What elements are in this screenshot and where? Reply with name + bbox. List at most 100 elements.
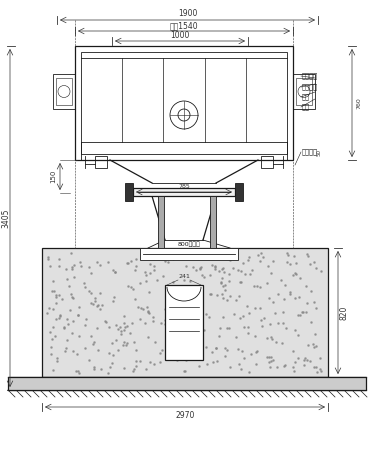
Point	[214, 357, 220, 364]
Point	[247, 270, 253, 277]
Point	[231, 311, 237, 318]
Point	[124, 340, 130, 347]
Point	[226, 324, 232, 331]
Point	[145, 334, 151, 341]
Point	[143, 271, 149, 278]
Point	[93, 325, 99, 332]
Point	[222, 286, 228, 293]
Point	[224, 324, 230, 331]
Point	[111, 293, 117, 300]
Point	[272, 310, 278, 317]
Point	[146, 288, 152, 295]
Point	[92, 294, 98, 301]
Point	[268, 357, 274, 364]
Point	[45, 304, 51, 311]
Bar	[8, 377, 366, 390]
Point	[170, 255, 176, 262]
Point	[238, 366, 244, 373]
Point	[183, 330, 189, 337]
Point	[112, 268, 118, 276]
Point	[296, 293, 302, 300]
Point	[278, 276, 284, 283]
Point	[54, 354, 60, 362]
Point	[154, 276, 160, 284]
Point	[257, 258, 263, 265]
Point	[299, 308, 305, 315]
Point	[209, 262, 215, 269]
Bar	[140, 248, 238, 260]
Point	[88, 289, 94, 296]
Point	[185, 298, 191, 305]
Point	[311, 344, 317, 351]
Point	[197, 265, 203, 272]
Point	[257, 304, 263, 312]
Point	[282, 281, 288, 289]
Point	[160, 273, 166, 280]
Point	[64, 276, 70, 283]
Point	[61, 323, 67, 331]
Point	[192, 250, 198, 258]
Point	[165, 258, 171, 266]
Point	[56, 314, 62, 322]
Text: 50: 50	[317, 148, 322, 156]
Point	[287, 290, 293, 298]
Point	[69, 329, 75, 336]
Point	[142, 268, 148, 276]
Point	[143, 278, 149, 285]
Point	[317, 354, 323, 362]
Point	[317, 365, 323, 372]
Point	[270, 356, 276, 364]
Point	[292, 295, 298, 302]
Point	[147, 269, 154, 276]
Point	[295, 331, 301, 338]
Point	[258, 250, 264, 257]
Point	[71, 262, 77, 269]
Point	[267, 363, 273, 370]
Point	[130, 286, 136, 293]
Point	[307, 358, 313, 365]
Point	[59, 295, 65, 303]
Point	[195, 294, 201, 301]
Point	[219, 290, 225, 297]
Point	[163, 330, 169, 337]
Point	[106, 350, 112, 357]
Text: 241: 241	[178, 275, 190, 280]
Point	[48, 351, 54, 358]
Point	[130, 319, 136, 327]
Point	[240, 259, 246, 267]
Point	[52, 333, 58, 340]
Point	[311, 298, 317, 305]
Text: 2970: 2970	[175, 410, 195, 419]
Point	[226, 257, 232, 264]
Point	[150, 313, 156, 321]
Text: 明流水管: 明流水管	[302, 149, 318, 155]
Point	[187, 277, 193, 284]
Point	[188, 322, 194, 330]
Point	[106, 324, 112, 331]
Point	[157, 349, 163, 356]
Point	[214, 291, 220, 299]
Point	[133, 256, 139, 263]
Bar	[125, 183, 133, 201]
Point	[150, 360, 157, 368]
Point	[152, 339, 158, 346]
Point	[301, 356, 307, 364]
Point	[112, 268, 118, 275]
Point	[318, 267, 324, 274]
Point	[86, 287, 93, 295]
Point	[125, 259, 131, 266]
Point	[115, 347, 121, 354]
Point	[69, 264, 75, 271]
Point	[189, 288, 195, 295]
Point	[118, 331, 124, 338]
Point	[53, 316, 59, 323]
Point	[69, 293, 75, 300]
Point	[206, 313, 212, 320]
Text: 小车: 小车	[302, 94, 310, 100]
Point	[218, 279, 224, 286]
Point	[314, 304, 320, 312]
Point	[50, 278, 56, 285]
Point	[175, 302, 181, 309]
Point	[88, 299, 94, 306]
Point	[53, 294, 59, 301]
